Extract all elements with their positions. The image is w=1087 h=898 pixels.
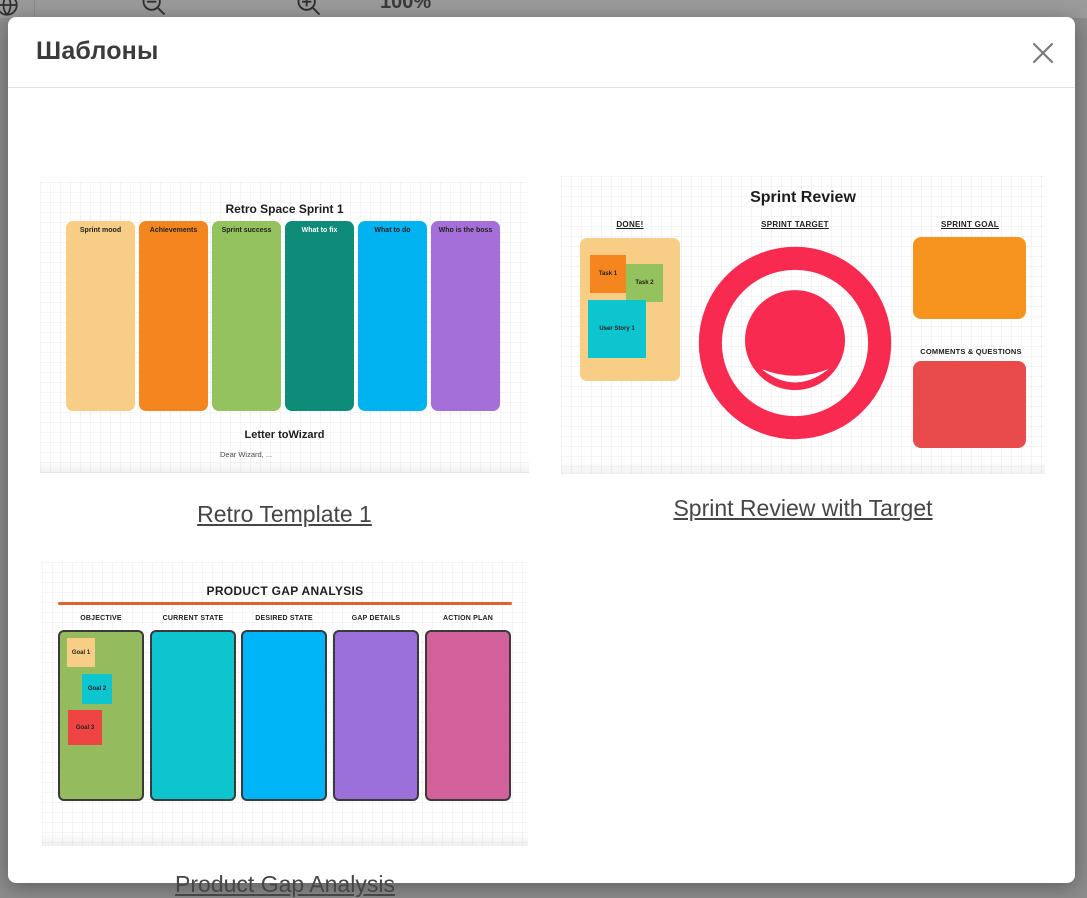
sprint-goal-heading: SPRINT GOAL [941,220,999,229]
template-preview-sprint-review[interactable]: Sprint Review DONE! SPRINT TARGET SPRINT… [561,176,1045,474]
sticky-note: Task 1 [590,255,626,293]
target-bullseye [694,242,896,449]
sticky-note: Task 2 [626,264,663,302]
template-link-gap-analysis[interactable]: Product Gap Analysis [175,871,395,897]
sticky-note: User Story 1 [588,300,646,358]
gap-column-heading: GAP DETAILS [351,615,401,622]
letter-text: Dear Wizard, ... [220,450,273,459]
gap-column [425,630,511,801]
gap-column [333,630,419,801]
gap-column-heading: DESIRED STATE [255,615,313,622]
retro-column: Sprint success [212,221,281,411]
sticky-note: Goal 3 [68,710,102,745]
globe-icon [0,0,20,18]
zoom-in-icon [295,0,323,18]
retro-column: Achievements [139,221,208,411]
template-link-sprint-review[interactable]: Sprint Review with Target [673,495,933,521]
retro-column: Sprint mood [66,221,135,411]
retro-column-label: What to do [374,227,411,234]
template-link-retro[interactable]: Retro Template 1 [197,501,372,527]
dimmed-app-toolbar: 100% [0,0,1087,18]
retro-column: Who is the boss [431,221,500,411]
sticky-label: Task 2 [635,280,654,286]
modal-header: Шаблоны [8,17,1075,88]
title-divider-line [58,602,512,605]
done-heading: DONE! [616,220,644,229]
sticky-label: User Story 1 [599,326,635,332]
close-button[interactable] [1027,39,1059,71]
close-icon [1029,39,1057,72]
sticky-label: Goal 2 [87,686,107,692]
retro-column-label: Sprint mood [79,227,122,234]
templates-list: Retro Space Sprint 1 Sprint mood Achieve… [8,88,1075,897]
sticky-label: Task 1 [598,271,618,277]
gap-column [241,630,327,801]
letter-title: Letter toWizard [244,429,325,441]
gap-column-heading: CURRENT STATE [162,615,224,622]
retro-column-label: Achievements [149,227,198,234]
gap-column [150,630,236,801]
template-preview-retro[interactable]: Retro Space Sprint 1 Sprint mood Achieve… [40,182,529,473]
sticky-label: Goal 1 [71,649,91,656]
retro-column-label: Sprint success [221,227,272,234]
gap-column: Goal 1 Goal 2 Goal 3 [58,630,144,801]
gap-column-heading: ACTION PLAN [442,615,494,622]
comments-rect [913,361,1026,448]
retro-column-label: Who is the boss [438,227,493,234]
retro-board-title: Retro Space Sprint 1 [225,202,344,216]
sticky-label: Goal 3 [75,724,95,731]
templates-modal: Шаблоны Retro Space Sprint 1 Sprint mood… [8,17,1075,897]
done-container: Task 1 Task 2 User Story 1 [580,238,680,381]
zoom-level-label: 100% [380,0,432,13]
retro-column: What to do [358,221,427,411]
sprint-goal-rect [913,237,1026,319]
gap-column-heading: OBJECTIVE [80,615,122,622]
toolbar-separator [34,0,35,18]
sprint-target-heading: SPRINT TARGET [761,220,829,229]
sprint-review-board-title: Sprint Review [750,189,856,206]
template-preview-gap-analysis[interactable]: PRODUCT GAP ANALYSIS OBJECTIVE CURRENT S… [42,562,528,846]
retro-column-label: What to fix [301,227,338,234]
sticky-note: Goal 2 [82,674,112,704]
modal-title: Шаблоны [36,37,159,65]
gap-analysis-board-title: PRODUCT GAP ANALYSIS [206,584,364,598]
sticky-note: Goal 1 [67,638,95,667]
comments-questions-heading: COMMENTS & QUESTIONS [920,347,1022,356]
retro-column: What to fix [285,221,354,411]
zoom-out-icon [140,0,168,18]
